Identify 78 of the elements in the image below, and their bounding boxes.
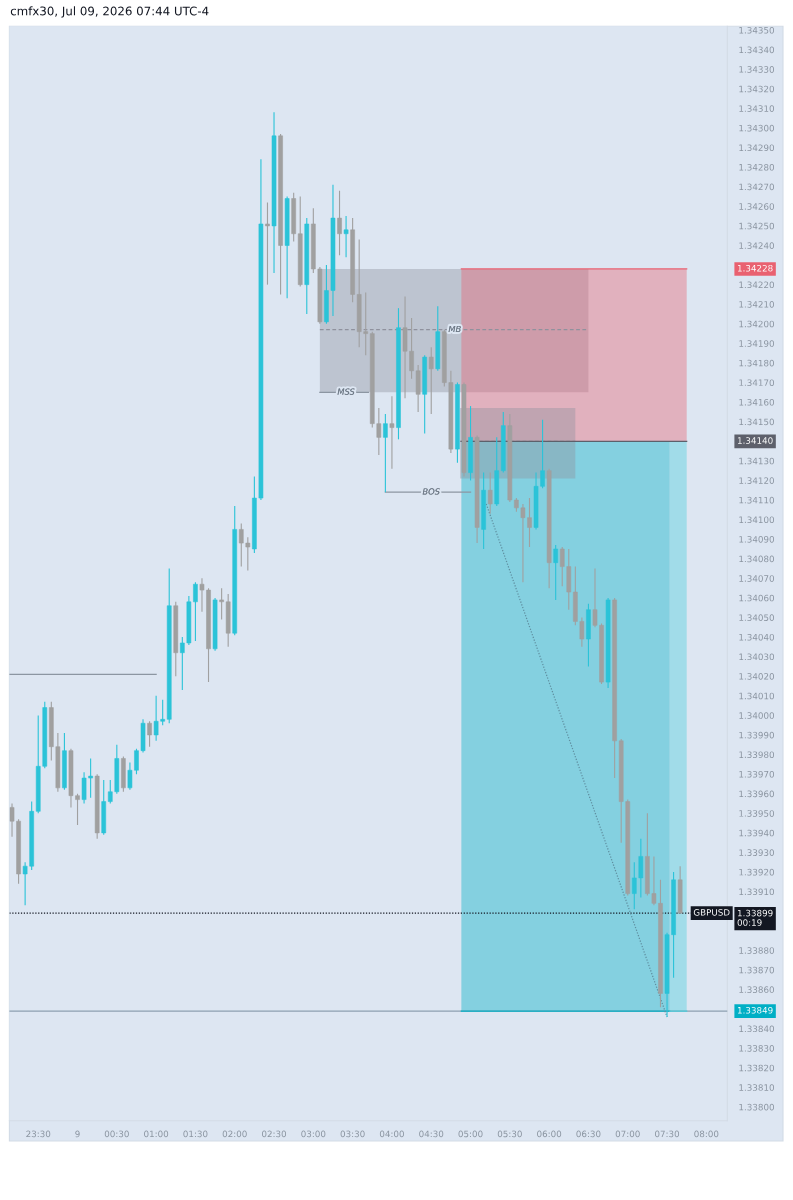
y-tick-label: 1.34220 [739,281,775,289]
y-tick-label: 1.33920 [739,868,775,876]
y-tick-label: 1.34070 [739,575,775,582]
x-tick-label: 05:30 [497,1130,522,1138]
y-tick-label: 1.33960 [739,790,775,798]
y-tick-label: 1.33840 [739,1025,775,1033]
y-tick-label: 1.34240 [739,242,775,249]
x-tick-label: 06:30 [576,1130,601,1138]
x-tick-label: 06:00 [537,1130,562,1138]
y-tick-label: 1.34180 [739,359,775,367]
y-tick-label: 1.34170 [739,379,775,386]
y-tick-label: 1.34060 [739,594,775,602]
y-tick-label: 1.33940 [739,829,775,837]
y-tick-label: 1.34260 [739,203,775,210]
y-tick-label: 1.34310 [739,105,775,112]
y-tick-label: 1.34080 [739,555,775,563]
y-tick-label: 1.34280 [739,164,775,171]
chart-title: cmfx30, Jul 09, 2026 07:44 UTC-4 [10,6,209,18]
x-tick-label: 9 [75,1130,80,1138]
y-tick-label: 1.34330 [739,66,775,73]
y-tick-label: 1.33830 [739,1045,775,1052]
y-tick-label: 1.33810 [739,1084,775,1091]
y-tick-label: 1.34150 [739,418,775,426]
y-tick-label: 1.34030 [739,653,775,661]
y-tick-label: 1.34160 [739,398,775,406]
y-tick-label: 1.33950 [739,810,775,817]
y-tick-label: 1.33800 [739,1103,775,1111]
y-tick-label: 1.34110 [739,496,775,504]
y-tick-label: 1.33860 [739,986,775,993]
y-tick-label: 1.34100 [739,516,775,524]
y-tick-label: 1.34020 [739,673,775,680]
y-tick-label: 1.34000 [739,712,775,719]
annotation: BOS [422,488,440,495]
x-tick-label: 03:30 [340,1130,365,1138]
y-tick-label: 1.34290 [739,144,775,152]
y-tick-label: 1.34250 [739,222,775,230]
y-tick-label: 1.33930 [739,849,775,856]
y-tick-label: 1.34300 [739,124,775,132]
x-tick-label: 07:00 [615,1130,640,1138]
x-tick-label: 04:00 [379,1130,404,1138]
y-tick-label: 1.34090 [739,536,775,543]
x-tick-label: 04:30 [419,1130,444,1138]
annotation: MSS [337,388,355,395]
y-tick-label: 1.34120 [739,477,775,484]
y-tick-label: 1.33870 [739,966,775,974]
x-tick-label: 01:30 [183,1130,208,1138]
x-tick-label: 02:00 [222,1130,247,1138]
x-tick-label: 23:30 [26,1130,51,1138]
x-tick-label: 05:00 [458,1130,483,1138]
x-tick-label: 08:00 [694,1130,719,1138]
y-tick-label: 1.34190 [739,340,775,347]
y-tick-label: 1.34270 [739,183,775,191]
ref-line-label: 1.33899 00:19 [737,909,773,926]
y-tick-label: 1.33990 [739,731,775,739]
y-tick-label: 1.34320 [739,85,775,93]
x-tick-label: 03:00 [301,1130,326,1138]
y-tick-label: 1.34040 [739,633,775,641]
y-tick-label: 1.34130 [739,457,775,465]
y-tick-label: 1.34010 [739,692,775,700]
y-tick-label: 1.34200 [739,320,775,328]
y-tick-label: 1.34350 [739,26,775,34]
annotation: MB [448,325,461,332]
y-tick-label: 1.33820 [739,1064,775,1072]
y-tick-label: 1.34210 [739,301,775,308]
y-tick-label: 1.34340 [739,46,775,54]
text: 1.34228 [737,264,773,272]
x-tick-label: 02:30 [262,1130,287,1138]
y-tick-label: 1.33880 [739,947,775,954]
x-tick-label: 00:30 [104,1130,129,1138]
x-tick-label: 01:00 [144,1130,169,1138]
series-label: GBPUSD [693,909,730,916]
y-tick-label: 1.33970 [739,770,775,778]
y-tick-label: 1.33910 [739,888,775,896]
text: 1.33849 [737,1006,773,1014]
y-tick-label: 1.33980 [739,751,775,759]
text: 1.34140 [737,437,773,444]
y-tick-label: 1.34050 [739,614,775,621]
x-tick-label: 07:30 [655,1130,680,1138]
